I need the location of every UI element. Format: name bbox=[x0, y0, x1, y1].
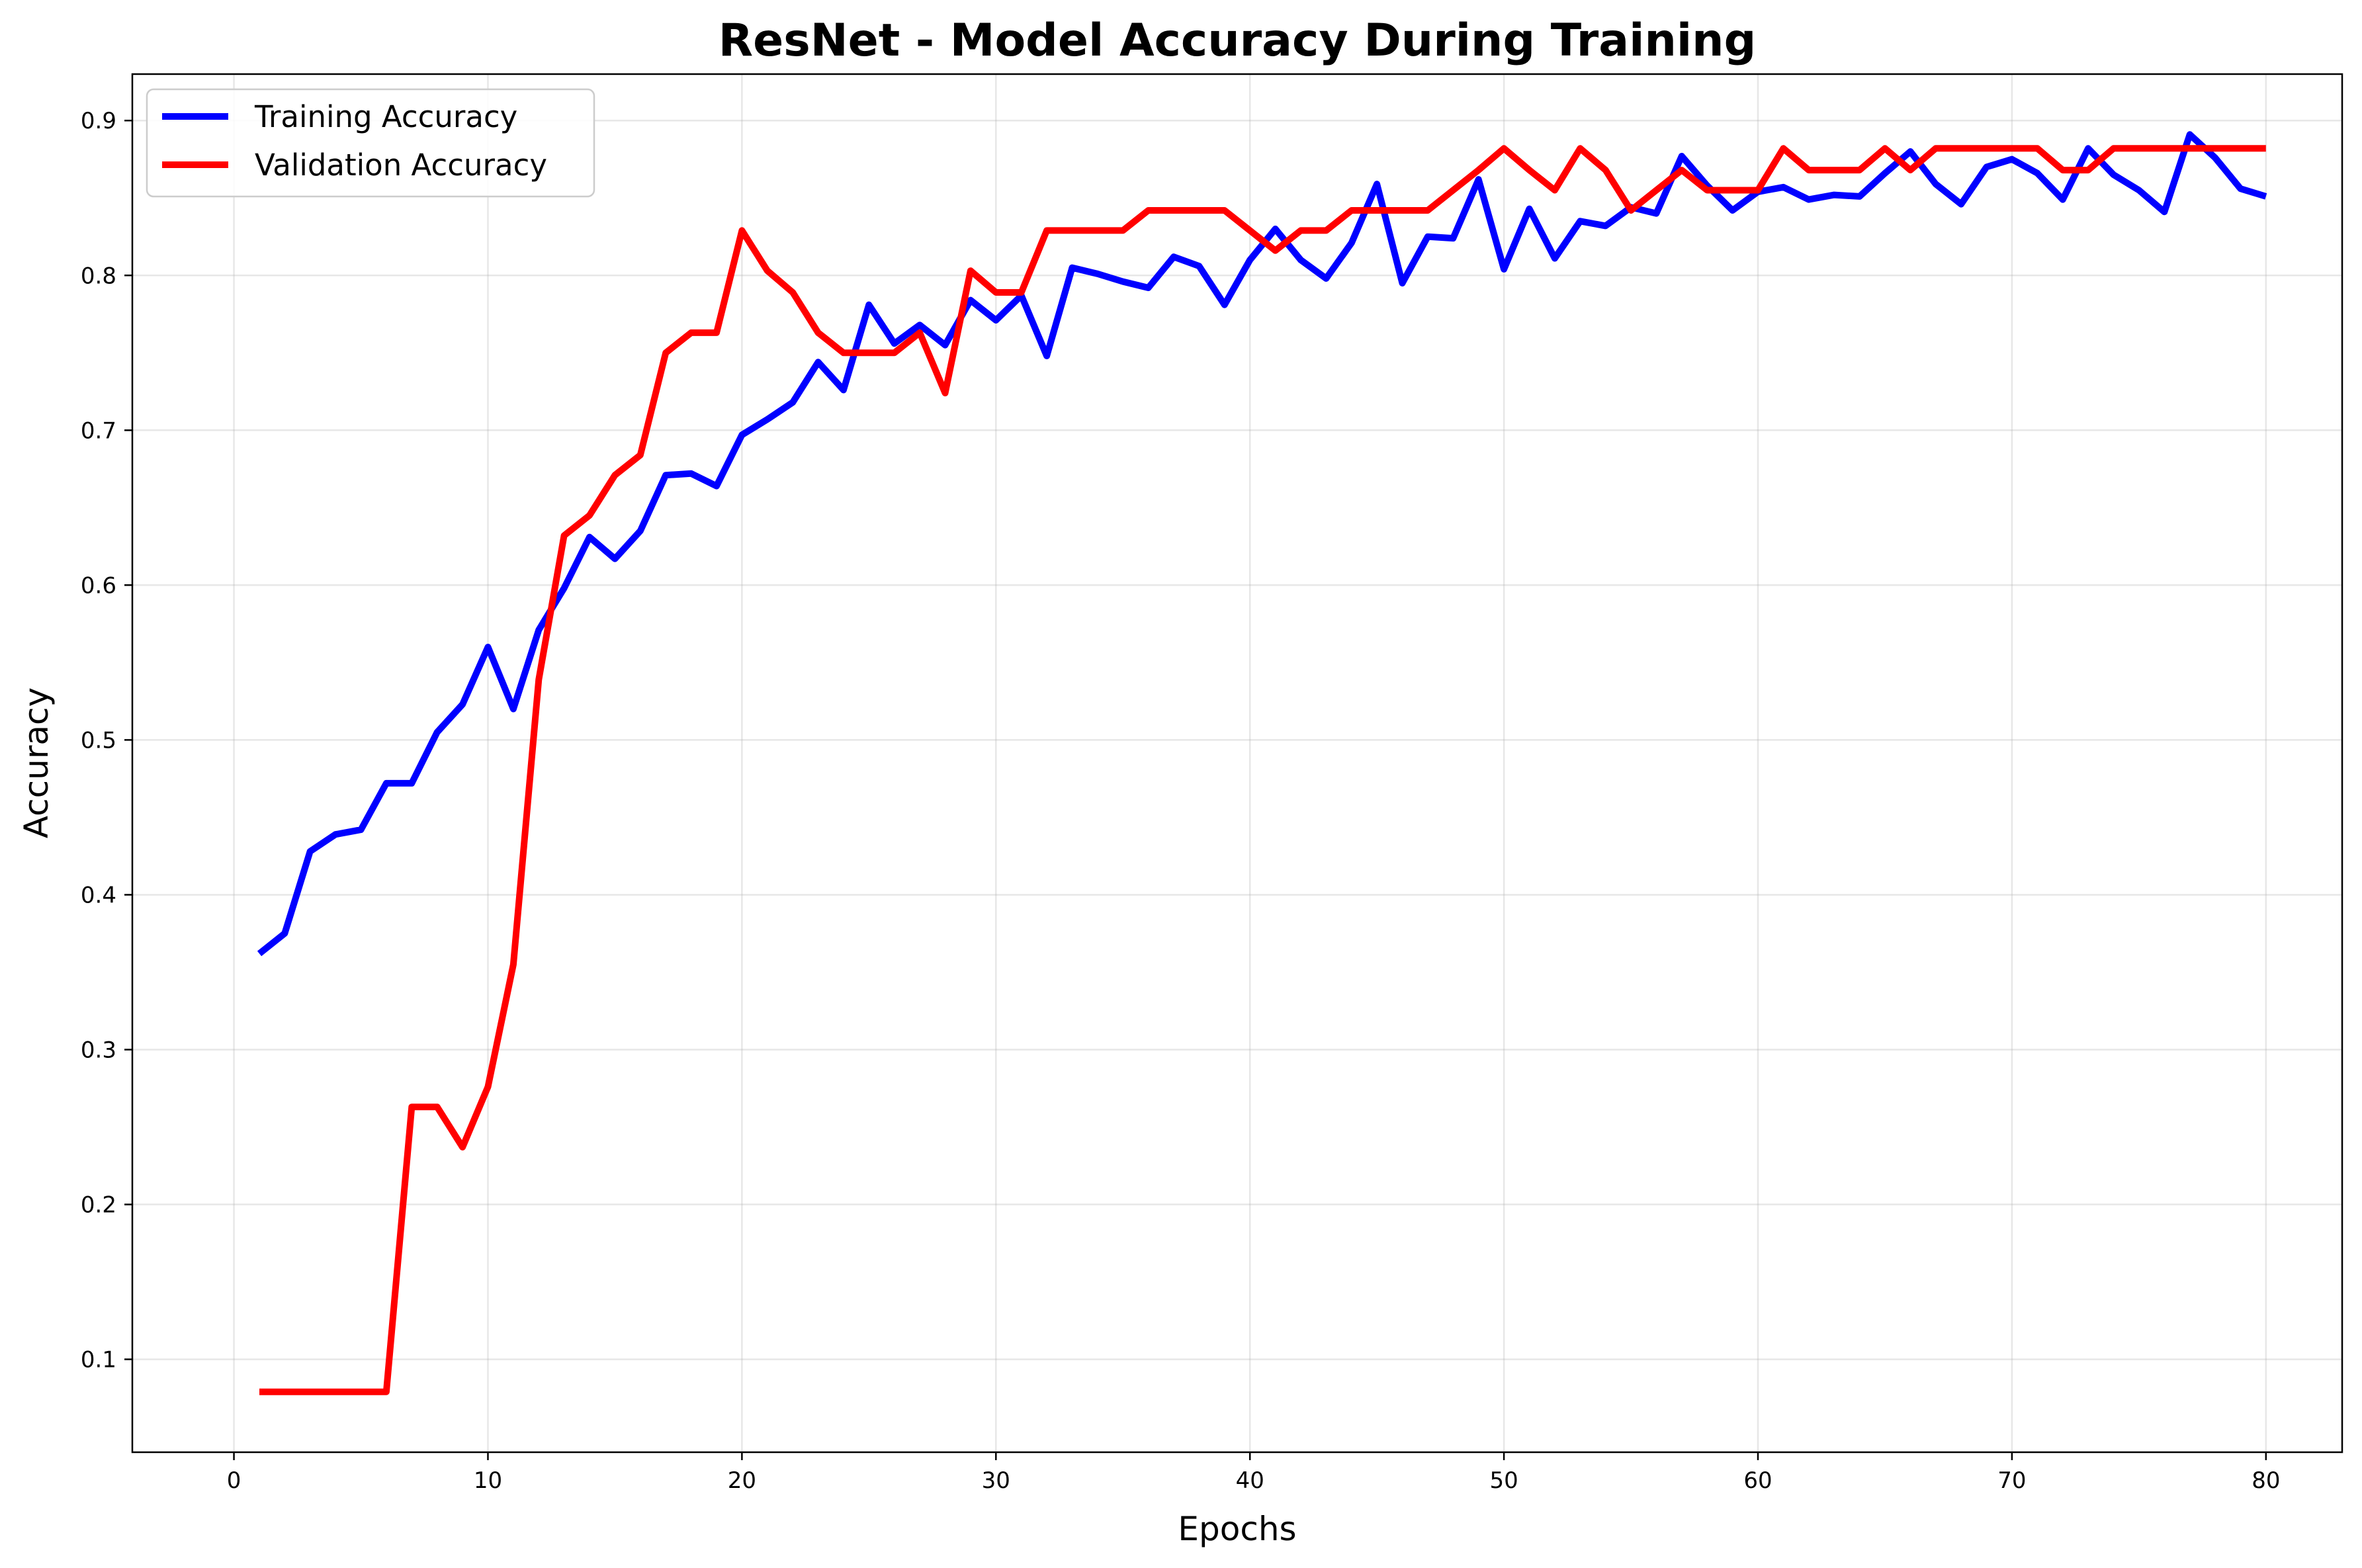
y-tick-label: 0.5 bbox=[81, 727, 116, 754]
x-tick-label: 40 bbox=[1236, 1467, 1264, 1494]
validation-accuracy-line bbox=[259, 145, 2266, 1395]
y-tick-label: 0.1 bbox=[81, 1347, 116, 1373]
x-axis-label: Epochs bbox=[1178, 1510, 1296, 1548]
grid-lines bbox=[132, 74, 2342, 1452]
y-tick-label: 0.8 bbox=[81, 263, 116, 289]
legend-box bbox=[146, 88, 595, 198]
legend: Training Accuracy Validation Accuracy bbox=[146, 88, 595, 198]
series-lines bbox=[257, 131, 2267, 1395]
x-tick-label: 0 bbox=[227, 1467, 241, 1494]
y-tick-label: 0.3 bbox=[81, 1037, 116, 1063]
x-tick-label: 80 bbox=[2252, 1467, 2280, 1494]
x-tick-label: 70 bbox=[1997, 1467, 2026, 1494]
y-tick-label: 0.7 bbox=[81, 417, 116, 444]
plot-frame bbox=[131, 73, 2343, 1454]
chart-title: ResNet - Model Accuracy During Training bbox=[719, 15, 1757, 67]
y-tick-label: 0.9 bbox=[81, 108, 116, 134]
legend-label-training: Training Accuracy bbox=[254, 99, 517, 134]
legend-label-validation: Validation Accuracy bbox=[255, 148, 547, 183]
x-axis-ticks: 0 10 20 30 40 50 60 70 80 bbox=[227, 1452, 2280, 1494]
x-tick-label: 10 bbox=[474, 1467, 502, 1494]
y-tick-label: 0.4 bbox=[81, 882, 116, 908]
y-axis-label: Accuracy bbox=[17, 687, 56, 838]
y-axis-ticks: 0.1 0.2 0.3 0.4 0.5 0.6 0.7 0.8 0.9 bbox=[81, 108, 132, 1373]
x-tick-label: 20 bbox=[728, 1467, 756, 1494]
y-tick-label: 0.6 bbox=[81, 572, 116, 599]
x-tick-label: 60 bbox=[1743, 1467, 1772, 1494]
x-tick-label: 50 bbox=[1489, 1467, 1518, 1494]
x-tick-label: 30 bbox=[982, 1467, 1010, 1494]
y-tick-label: 0.2 bbox=[81, 1192, 116, 1219]
